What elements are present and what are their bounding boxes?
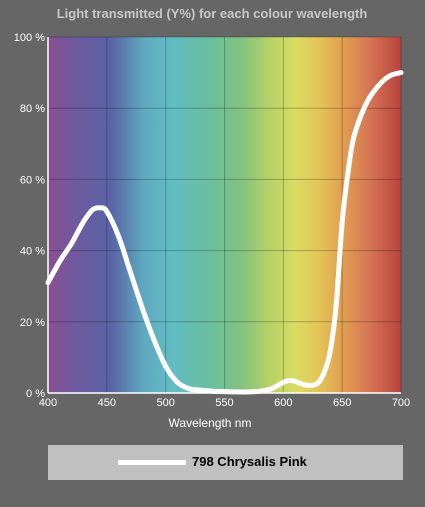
y-tick-label: 60 % (20, 174, 45, 186)
legend: 798 Chrysalis Pink (48, 445, 403, 480)
x-tick-label: 400 (39, 397, 57, 409)
y-tick-label: 100 % (14, 32, 45, 44)
y-tick-label: 0 % (26, 388, 45, 400)
x-tick-label: 500 (156, 397, 174, 409)
series-line (45, 70, 404, 395)
legend-swatch-line (118, 460, 186, 465)
y-tick-label: 40 % (20, 246, 45, 258)
legend-label: 798 Chrysalis Pink (192, 454, 307, 469)
chart-title: Light transmitted (Y%) for each colour w… (57, 6, 368, 21)
x-axis-label: Wavelength nm (169, 416, 252, 430)
x-tick-label: 600 (274, 397, 292, 409)
grid-lines (48, 36, 402, 393)
x-tick-label: 550 (215, 397, 233, 409)
x-tick-label: 650 (333, 397, 351, 409)
y-tick-label: 80 % (20, 103, 45, 115)
tick-labels: 400 450 500 550 600 650 700 0 % 20 % 40 % 60 % 80 %… (14, 32, 410, 409)
y-tick-label: 20 % (20, 317, 45, 329)
series-layer (45, 70, 404, 395)
x-tick-label: 700 (392, 397, 410, 409)
x-tick-label: 450 (98, 397, 116, 409)
